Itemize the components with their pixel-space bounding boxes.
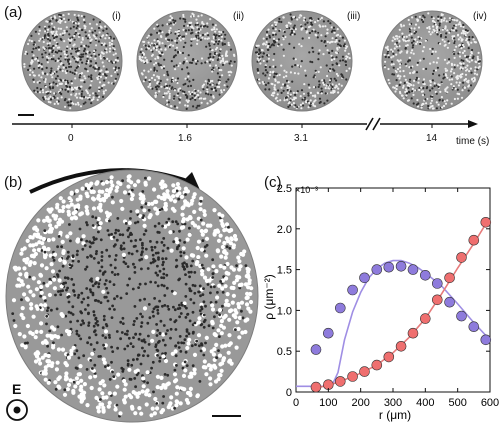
data-point-red — [383, 351, 395, 363]
time-axis-arrowhead — [468, 120, 478, 128]
data-point-purple — [480, 334, 492, 346]
data-point-red — [359, 366, 370, 377]
x-tick-label: 300 — [384, 397, 402, 409]
snapshot-3-roman: (iii) — [347, 11, 361, 22]
panel-a-figure — [12, 10, 483, 131]
data-point-red — [395, 341, 407, 352]
y-tick-label: 1.5 — [277, 265, 292, 277]
y-tick-label: 2.0 — [277, 224, 292, 236]
time-label-3: 3.1 — [294, 133, 308, 144]
time-axis-label: time (s) — [456, 136, 490, 147]
panel-c-label: (c) — [264, 174, 282, 191]
data-point-red — [468, 234, 480, 246]
field-label: E — [12, 381, 22, 397]
y-tick-label: 0.5 — [277, 346, 292, 358]
x-axis-label: r (μm) — [379, 408, 411, 422]
data-point-red — [456, 252, 467, 263]
data-point-purple — [371, 264, 383, 275]
snapshot-1-roman: (i) — [112, 11, 121, 22]
data-point-purple — [395, 261, 407, 272]
data-point-red — [444, 272, 455, 284]
x-tick-label: 100 — [319, 397, 337, 409]
x-tick-label: 200 — [351, 397, 369, 409]
x-tick-label: 600 — [481, 397, 499, 409]
data-point-purple — [310, 344, 322, 355]
field-dot-icon — [13, 406, 21, 414]
time-label-1: 0 — [68, 133, 74, 144]
y-tick-label: 0 — [286, 387, 292, 399]
snapshot-disc-1 — [21, 10, 123, 112]
snapshot-discs — [21, 10, 483, 112]
data-point-purple — [335, 302, 346, 314]
y-tick-label: 2.5 — [277, 183, 292, 195]
data-point-purple — [444, 296, 455, 308]
panel-b-label: (b) — [4, 174, 23, 191]
data-point-purple — [347, 284, 358, 296]
data-point-purple — [456, 310, 467, 322]
fit-curve-purple_line — [296, 259, 488, 388]
snapshot-2-roman: (ii) — [233, 11, 245, 22]
x-tick-label: 400 — [416, 397, 434, 409]
data-point-red — [371, 359, 383, 371]
data-point-purple — [359, 272, 370, 284]
data-point-purple — [468, 321, 480, 332]
y-multiplier-label: ×10⁻³ — [295, 185, 318, 195]
chart-points — [310, 216, 492, 393]
density-chart: 0 100 200 300 400 500 600 0 0.5 1.0 1.5 2.0 2.5 ×10⁻… — [262, 183, 499, 422]
axis-break-mark-1 — [365, 117, 374, 131]
plot-frame — [295, 187, 491, 393]
chart-ticks: 0 100 200 300 400 500 600 0 0.5 1.0 1.5 2.0 2.5 — [277, 183, 499, 409]
chart-lines — [296, 221, 488, 389]
data-point-red — [335, 376, 346, 387]
panel-b-figure — [5, 168, 259, 423]
data-point-red — [347, 371, 358, 382]
data-point-red — [480, 216, 492, 228]
time-label-4: 14 — [426, 133, 438, 144]
y-tick-label: 1.0 — [277, 305, 292, 317]
data-point-purple — [407, 264, 419, 275]
data-point-purple — [383, 261, 395, 273]
data-point-red — [432, 294, 443, 306]
chart-axes — [295, 187, 491, 393]
data-point-purple — [432, 278, 443, 289]
data-point-red — [407, 327, 419, 339]
x-tick-label: 500 — [448, 397, 466, 409]
data-point-purple — [323, 327, 334, 339]
data-point-red — [310, 381, 322, 393]
y-axis-label: ρ (μm⁻²) — [262, 274, 276, 319]
x-tick-label: 0 — [293, 397, 299, 409]
particle-field — [11, 174, 254, 418]
data-point-red — [420, 313, 431, 324]
time-label-2: 1.6 — [178, 133, 192, 144]
data-point-purple — [420, 270, 431, 281]
snapshot-4-roman: (iv) — [473, 11, 487, 22]
panel-a-label: (a) — [4, 4, 23, 21]
axis-break-mark-2 — [372, 117, 381, 131]
